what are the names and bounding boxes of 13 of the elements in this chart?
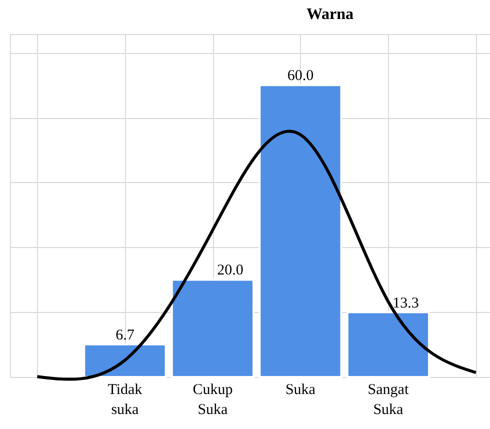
bar — [346, 311, 430, 378]
bar — [83, 343, 167, 378]
bar — [170, 278, 255, 378]
x-tick-label: Tidak suka — [108, 382, 143, 418]
data-label: 20.0 — [217, 262, 244, 279]
x-tick-label: Cukup Suka — [192, 382, 233, 418]
data-label: 60.0 — [287, 68, 314, 84]
x-tick-label: Sangat Suka — [368, 382, 410, 418]
data-label: 6.7 — [116, 327, 135, 344]
data-label: 13.3 — [392, 295, 419, 312]
x-tick-label: Suka — [285, 382, 316, 398]
bar — [258, 84, 342, 378]
chart-title: Warna — [306, 6, 354, 23]
